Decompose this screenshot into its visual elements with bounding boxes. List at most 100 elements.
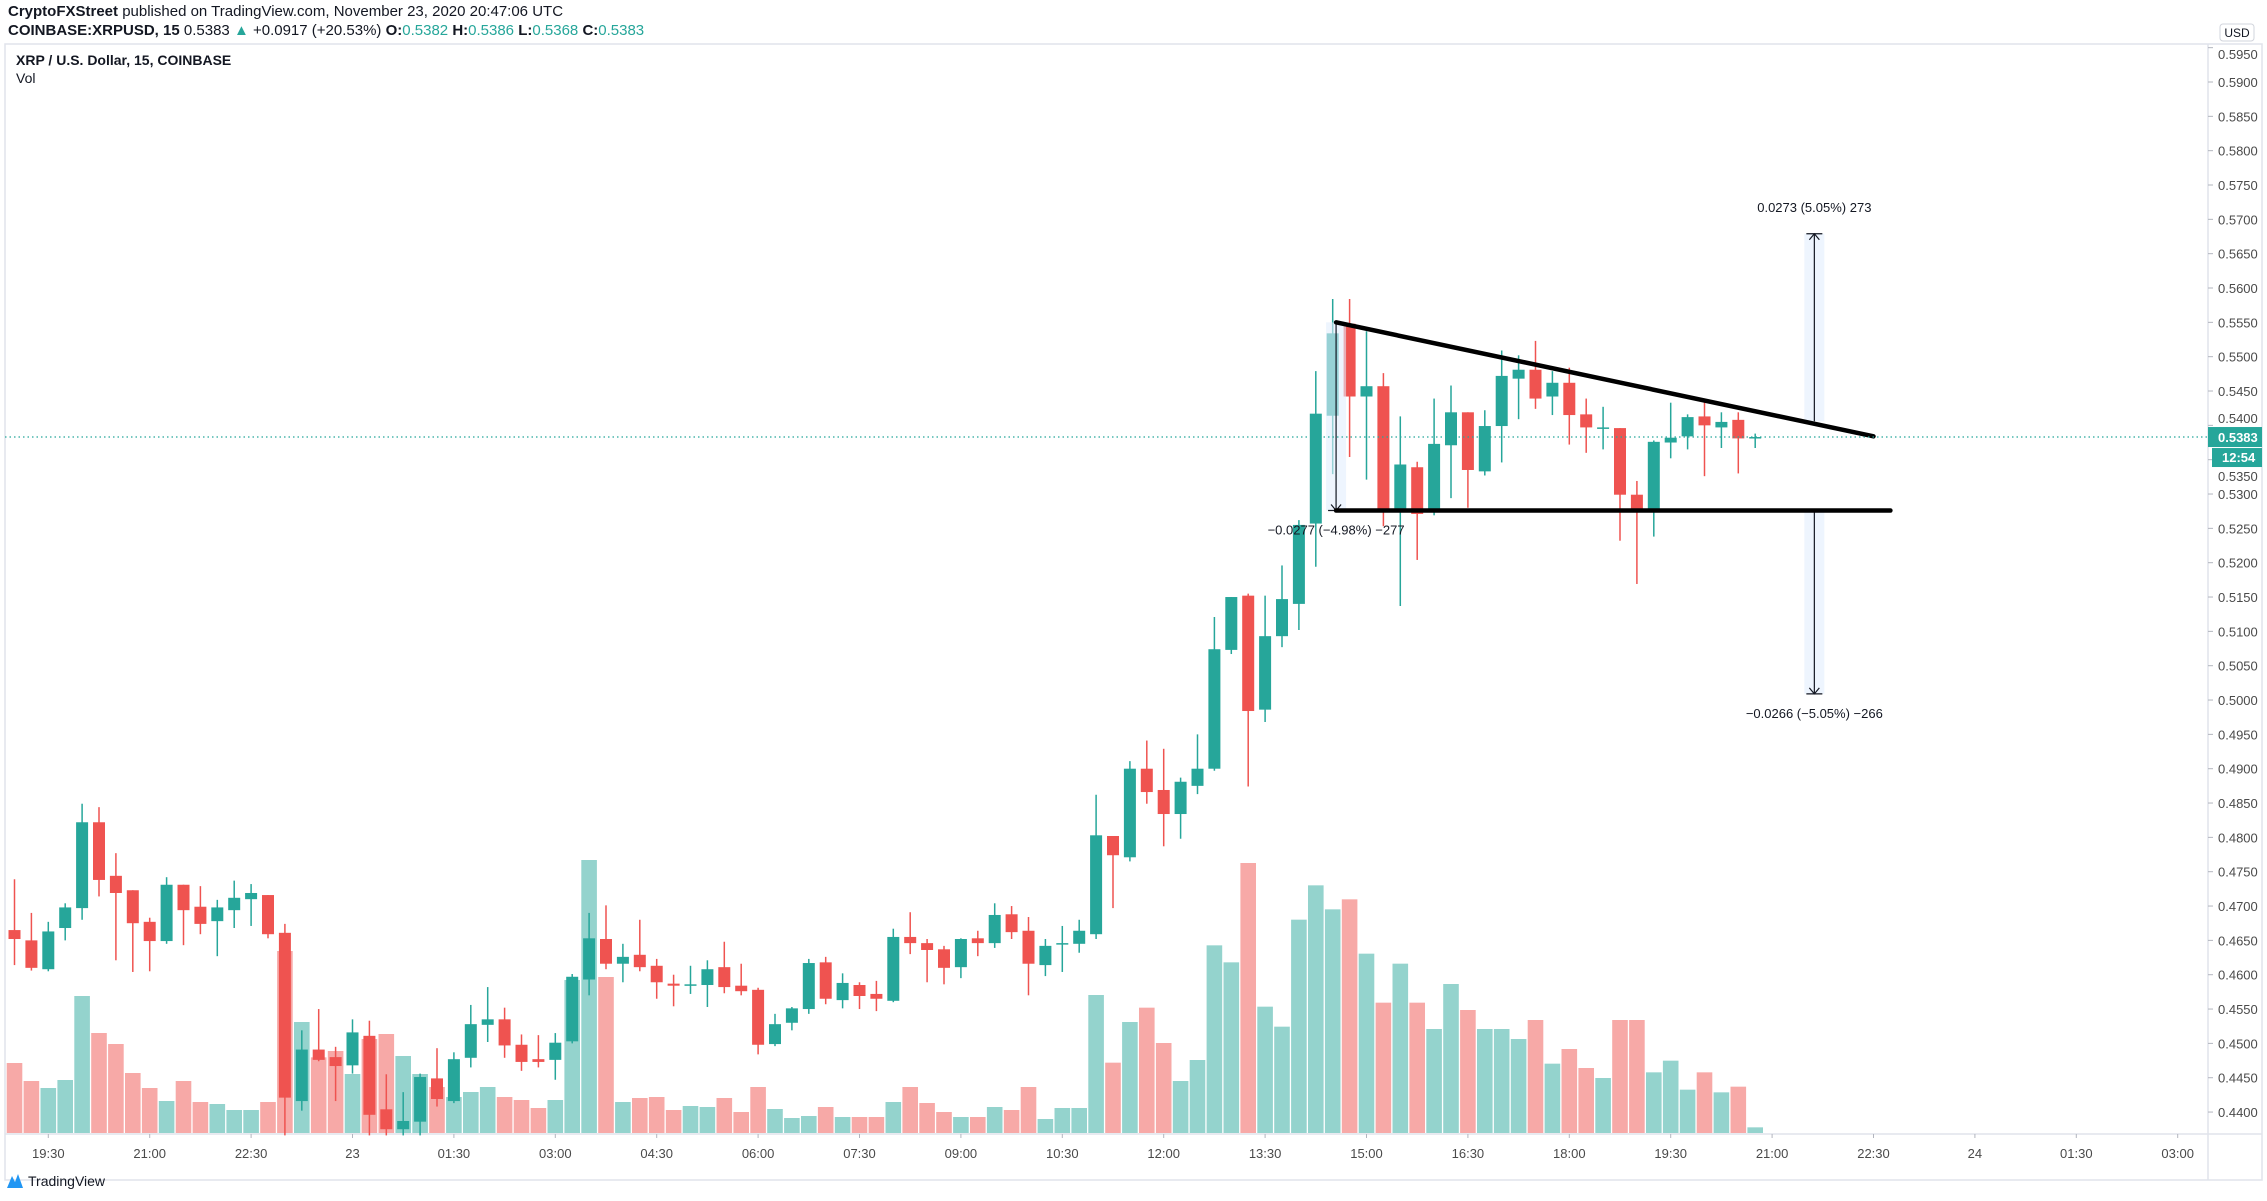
volume-bar <box>1003 1110 1020 1133</box>
candle-body-down <box>8 930 21 940</box>
volume-bar <box>6 1063 23 1133</box>
volume-bar <box>581 860 597 1133</box>
time-tick-label: 01:30 <box>438 1146 471 1161</box>
series-legend-title[interactable]: XRP / U.S. Dollar, 15, COINBASE <box>16 52 232 68</box>
candle-body-up <box>414 1077 427 1122</box>
candle-body-up <box>1309 413 1322 524</box>
candle-body-up <box>1276 599 1288 637</box>
candle-body-up <box>346 1032 359 1066</box>
candle-body-up <box>228 897 241 911</box>
price-tick-label: 0.4950 <box>2218 727 2258 742</box>
volume-bar <box>1223 962 1240 1133</box>
volume-bar <box>1071 1108 1087 1133</box>
candle-body-up <box>1259 636 1272 710</box>
candle-body-up <box>1191 768 1204 786</box>
time-tick-label: 13:30 <box>1249 1146 1282 1161</box>
volume-bar <box>513 1100 530 1133</box>
candle-body-up <box>1073 930 1086 944</box>
candle-body-up <box>1546 382 1559 397</box>
price-tick-label: 0.5050 <box>2218 659 2258 674</box>
price-tick-label: 0.5550 <box>2218 315 2258 330</box>
candle-body-down <box>177 884 190 911</box>
open-label: O: <box>385 22 403 39</box>
up-triangle-icon: ▲ <box>233 22 249 39</box>
volume-legend[interactable]: Vol <box>16 70 36 86</box>
symbol-info-bar: COINBASE:XRPUSD, 15 0.5383 ▲ +0.0917 (+2… <box>8 22 644 39</box>
candle-body-up <box>954 939 967 968</box>
candle-body-down <box>25 940 38 968</box>
candle-body-down <box>1580 414 1593 428</box>
candle-body-down <box>93 822 105 880</box>
close-label: C: <box>582 22 599 39</box>
volume-bar <box>1443 984 1459 1133</box>
price-tick-label: 0.5600 <box>2218 281 2258 296</box>
candle-body-up <box>1749 437 1762 439</box>
candle-body-down <box>363 1035 376 1115</box>
volume-bar <box>1426 1029 1442 1133</box>
volume-bar <box>699 1107 716 1133</box>
candle-body-down <box>109 875 122 893</box>
candle-body-up <box>566 976 579 1042</box>
candle-body-up <box>1715 421 1728 428</box>
time-tick-label: 21:00 <box>1756 1146 1789 1161</box>
volume-bar <box>1730 1086 1747 1133</box>
candle-body-down <box>1107 835 1119 856</box>
volume-bar <box>919 1103 935 1133</box>
time-tick-label: 15:00 <box>1350 1146 1383 1161</box>
volume-bar <box>141 1088 158 1133</box>
candle-body-up <box>1039 945 1052 966</box>
volume-bar <box>834 1117 851 1133</box>
candle-body-down <box>126 890 139 924</box>
price-tick-label: 0.4700 <box>2218 899 2258 914</box>
volume-bar <box>1510 1039 1527 1133</box>
currency-badge <box>2219 23 2255 42</box>
volume-bar <box>1629 1020 1645 1133</box>
candle-body-up <box>42 931 55 970</box>
volume-bar <box>986 1107 1003 1133</box>
last-price-tag-label: 0.5383 <box>2218 430 2258 445</box>
high-value: 0.5386 <box>468 22 515 39</box>
candle-body-down <box>329 1057 342 1067</box>
publish-text: published on TradingView.com, November 2… <box>118 3 564 20</box>
price-tick-label: 0.4550 <box>2218 1002 2258 1017</box>
candle-body-down <box>1529 369 1542 399</box>
candle-body-down <box>498 1019 511 1046</box>
volume-bar <box>1324 909 1341 1133</box>
low-value: 0.5368 <box>532 22 579 39</box>
candle-body-down <box>312 1049 325 1060</box>
price-tick-label: 0.4800 <box>2218 830 2258 845</box>
candle-body-down <box>1022 930 1035 964</box>
candle-body-up <box>1225 597 1238 650</box>
volume-bar <box>1105 1062 1121 1133</box>
tradingview-logo[interactable]: TradingView <box>6 1173 105 1189</box>
candle-body-down <box>1242 595 1255 712</box>
volume-bar <box>530 1108 547 1133</box>
volume-bar <box>1155 1043 1172 1133</box>
upside-target-measure-label: 0.0273 (5.05%) 273 <box>1757 200 1871 215</box>
volume-bar <box>1037 1119 1054 1133</box>
time-tick-label: 18:00 <box>1553 1146 1586 1161</box>
volume-bar <box>801 1116 817 1133</box>
candle-body-up <box>836 982 849 1001</box>
volume-bar <box>1747 1127 1763 1133</box>
volume-bar <box>1189 1060 1206 1133</box>
volume-bar <box>970 1117 986 1133</box>
publish-info: CryptoFXStreet published on TradingView.… <box>8 3 563 20</box>
candle-body-down <box>1614 428 1626 495</box>
time-tick-label: 10:30 <box>1046 1146 1079 1161</box>
volume-bar <box>1595 1078 1611 1133</box>
candle-body-down <box>1630 494 1643 510</box>
candle-body-up <box>1174 781 1187 815</box>
author-name[interactable]: CryptoFXStreet <box>8 3 119 20</box>
candle-body-down <box>1157 789 1170 815</box>
tradingview-logo-icon <box>7 1174 23 1188</box>
volume-bar <box>1122 1022 1138 1133</box>
volume-bar <box>1139 1007 1155 1133</box>
price-tick-label: 0.5450 <box>2218 384 2258 399</box>
candle-body-down <box>515 1044 528 1062</box>
volume-bar <box>479 1087 496 1133</box>
time-tick-label: 22:30 <box>235 1146 268 1161</box>
volume-bar <box>1274 1026 1290 1133</box>
candle-body-down <box>278 932 291 1098</box>
